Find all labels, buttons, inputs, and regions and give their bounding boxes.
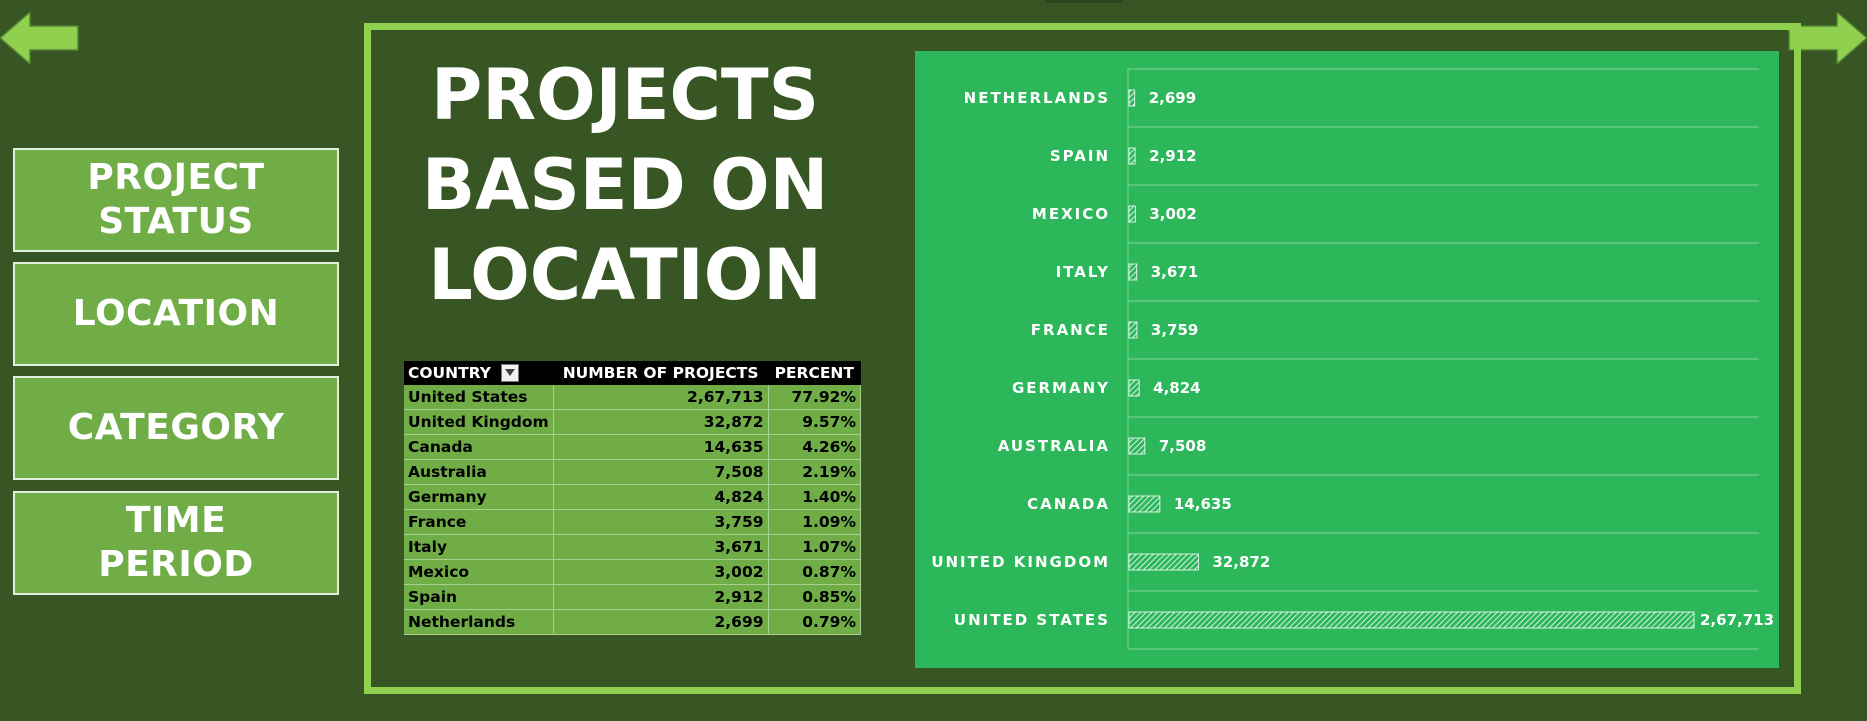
country-cell: Spain: [404, 584, 554, 610]
category-label: GERMANY: [1012, 379, 1110, 397]
table-row: Netherlands 2,699 0.79%: [404, 609, 862, 635]
country-cell: United States: [404, 385, 554, 410]
bar: [1128, 611, 1695, 629]
title-line: PROJECTS: [430, 54, 820, 136]
sort-filter-icon[interactable]: [501, 364, 519, 383]
value-label: 4,824: [1153, 379, 1200, 397]
percent-column-header: PERCENT: [768, 361, 861, 385]
projects-cell: 3,671: [553, 534, 769, 560]
bar: [1128, 495, 1161, 513]
country-cell: Mexico: [404, 559, 554, 585]
percent-cell: 1.09%: [768, 509, 862, 535]
chart-svg: NETHERLANDS 2,699 SPAIN 2,912 MEXICO 3,002 ITA…: [931, 68, 1774, 650]
table-row: Canada 14,635 4.26%: [404, 434, 862, 460]
bar: [1128, 147, 1136, 165]
value-label: 2,912: [1149, 147, 1196, 165]
country-cell: United Kingdom: [404, 409, 554, 435]
category-label: NETHERLANDS: [964, 89, 1110, 107]
percent-cell: 2.19%: [768, 459, 862, 485]
category-label: ITALY: [1056, 263, 1110, 281]
table-row: Italy 3,671 1.07%: [404, 534, 862, 560]
country-table: COUNTRY NUMBER OF PROJECTS PERCENT Unite…: [404, 361, 862, 635]
value-label: 3,002: [1149, 205, 1196, 223]
left-arrow-icon[interactable]: [0, 12, 80, 64]
projects-cell: 3,759: [553, 509, 769, 535]
bar: [1128, 553, 1199, 571]
category-label: SPAIN: [1050, 147, 1110, 165]
country-column-header[interactable]: COUNTRY: [404, 361, 554, 385]
category-label: MEXICO: [1032, 205, 1110, 223]
projects-cell: 2,699: [553, 609, 769, 635]
category-label: UNITED KINGDOM: [931, 553, 1110, 571]
percent-cell: 0.85%: [768, 584, 862, 610]
country-cell: France: [404, 509, 554, 535]
table-header-row: COUNTRY NUMBER OF PROJECTS PERCENT: [404, 361, 861, 385]
title-line: BASED ON: [421, 144, 829, 226]
value-label: 2,699: [1149, 89, 1196, 107]
country-cell: Italy: [404, 534, 554, 560]
table-row: France 3,759 1.09%: [404, 509, 862, 535]
value-label: 14,635: [1174, 495, 1232, 513]
bar: [1128, 263, 1138, 281]
value-label: 3,759: [1151, 321, 1198, 339]
table-row: Australia 7,508 2.19%: [404, 459, 862, 485]
percent-cell: 0.87%: [768, 559, 862, 585]
value-label: 2,67,713: [1700, 611, 1774, 629]
value-label: 3,671: [1151, 263, 1198, 281]
content-frame: [364, 23, 1801, 694]
table-row: Spain 2,912 0.85%: [404, 584, 862, 610]
title-line: LOCATION: [428, 234, 822, 316]
bar: [1128, 437, 1146, 455]
value-label: 32,872: [1212, 553, 1270, 571]
right-arrow-icon[interactable]: [1787, 12, 1867, 64]
bar: [1128, 205, 1136, 223]
category-button[interactable]: CATEGORY: [13, 376, 339, 480]
country-cell: Canada: [404, 434, 554, 460]
value-label: 7,508: [1159, 437, 1206, 455]
country-cell: Germany: [404, 484, 554, 510]
percent-cell: 0.79%: [768, 609, 862, 635]
projects-cell: 3,002: [553, 559, 769, 585]
table-row: Germany 4,824 1.40%: [404, 484, 862, 510]
category-label: AUSTRALIA: [998, 437, 1110, 455]
projects-cell: 14,635: [553, 434, 769, 460]
bar-chart: NETHERLANDS 2,699 SPAIN 2,912 MEXICO 3,002 ITA…: [915, 51, 1779, 668]
table-row: Mexico 3,002 0.87%: [404, 559, 862, 585]
country-cell: Australia: [404, 459, 554, 485]
bar: [1128, 379, 1140, 397]
project-status-button[interactable]: PROJECT STATUS: [13, 148, 339, 252]
time-period-button[interactable]: TIME PERIOD: [13, 491, 339, 595]
projects-cell: 2,912: [553, 584, 769, 610]
top-tab: [1045, 0, 1123, 3]
projects-cell: 4,824: [553, 484, 769, 510]
percent-cell: 1.40%: [768, 484, 862, 510]
percent-cell: 9.57%: [768, 409, 862, 435]
category-label: UNITED STATES: [954, 611, 1110, 629]
projects-cell: 2,67,713: [553, 385, 769, 410]
projects-cell: 32,872: [553, 409, 769, 435]
bar: [1128, 89, 1136, 107]
projects-column-header: NUMBER OF PROJECTS: [553, 361, 769, 385]
page-title: PROJECTS BASED ON LOCATION: [405, 50, 845, 320]
percent-cell: 77.92%: [768, 385, 862, 410]
location-button[interactable]: LOCATION: [13, 262, 339, 366]
category-label: CANADA: [1027, 495, 1110, 513]
percent-cell: 4.26%: [768, 434, 862, 460]
table-row: United Kingdom 32,872 9.57%: [404, 409, 862, 435]
category-label: FRANCE: [1031, 321, 1110, 339]
projects-cell: 7,508: [553, 459, 769, 485]
table-row: United States 2,67,713 77.92%: [404, 385, 862, 410]
bar: [1128, 321, 1138, 339]
country-cell: Netherlands: [404, 609, 554, 635]
percent-cell: 1.07%: [768, 534, 862, 560]
